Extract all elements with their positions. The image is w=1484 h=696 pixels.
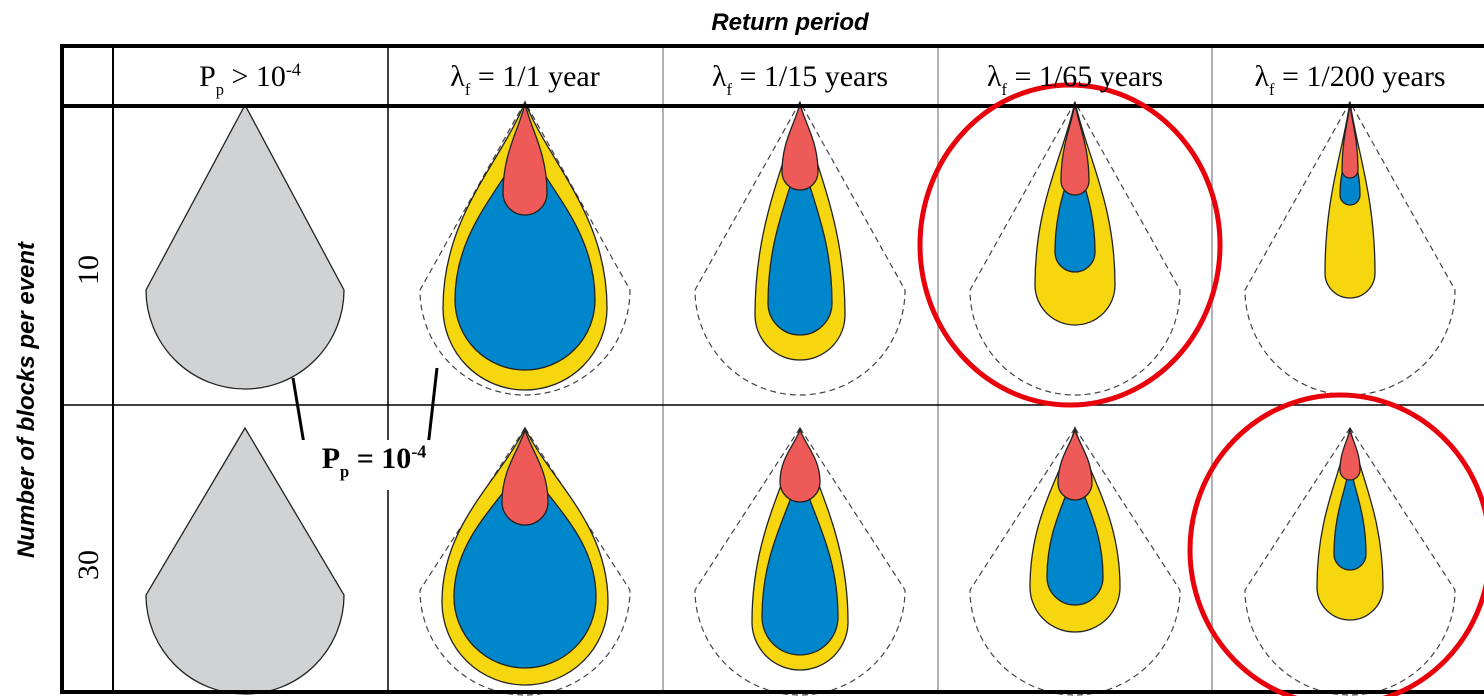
column-header: λf = 1/15 years [712,60,888,99]
symbol: λ [712,60,727,93]
expression: = 1/65 years [1014,60,1163,93]
figure: Return period Number of blocks per event… [0,0,1484,696]
red-zone [503,104,547,215]
subscript: f [1001,80,1007,99]
expression: = 10 [357,442,412,475]
symbol: λ [987,60,1002,93]
red-zone [1058,430,1092,500]
expression: = 1/1 year [478,60,600,93]
row-label: 10 [72,255,105,285]
envelope-shape [146,105,344,389]
symbol: λ [1254,60,1269,93]
row-label: 30 [72,550,105,580]
superscript: -4 [286,60,301,80]
symbol: λ [450,60,465,93]
subscript: p [216,80,224,99]
leader-line [428,368,437,447]
leader-line [293,378,305,450]
subscript: f [1269,80,1275,99]
symbol: P [199,60,216,93]
superscript: -4 [411,442,426,462]
expression: = 1/200 years [1282,60,1446,93]
column-header: λf = 1/1 year [450,60,599,99]
shapes [146,102,1455,695]
column-header: Pp > 10-4 [199,60,301,100]
y-axis-label: Number of blocks per event [13,241,40,558]
red-zone [782,104,818,190]
red-zone [1342,104,1358,178]
red-zone [780,430,820,502]
red-zone [502,430,548,525]
title: Return period [711,9,870,36]
subscript: p [340,462,349,481]
expression: = 1/15 years [739,60,888,93]
red-zone [1061,104,1089,195]
column-header: λf = 1/65 years [987,60,1163,99]
expression: > 10 [232,60,286,93]
subscript: f [465,80,471,99]
subscript: f [726,80,732,99]
symbol: P [322,442,340,475]
red-zone [1340,430,1360,480]
column-header: λf = 1/200 years [1254,60,1445,99]
